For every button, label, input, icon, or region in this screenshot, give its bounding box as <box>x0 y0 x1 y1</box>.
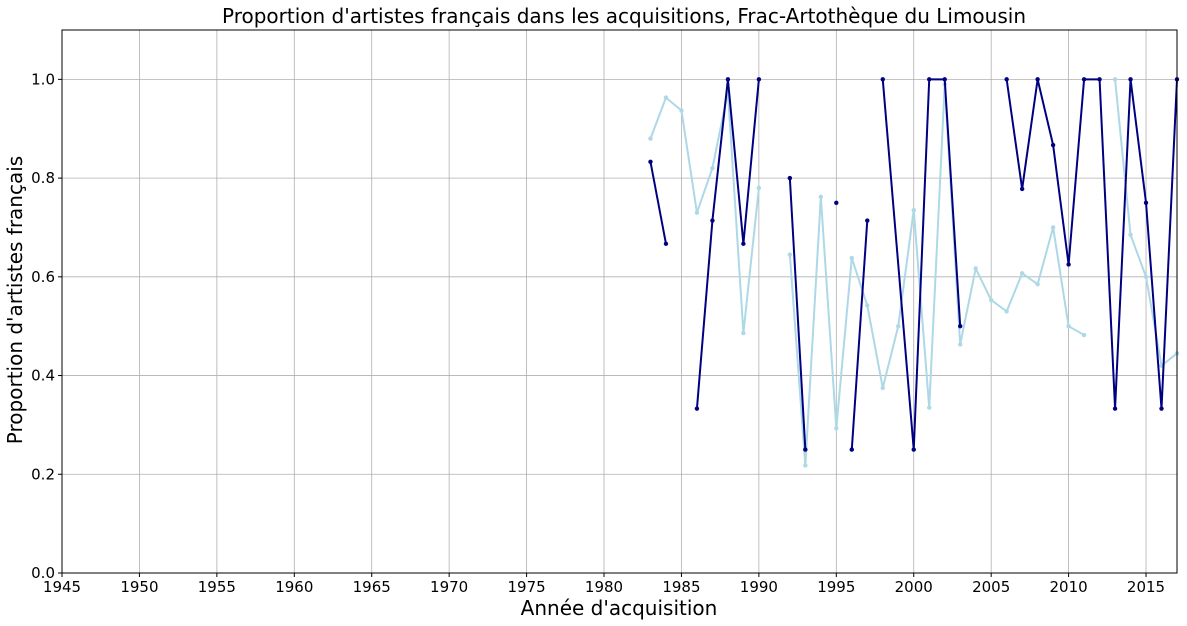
data-point <box>741 330 746 336</box>
y-tick-label: 0.8 <box>31 169 55 187</box>
data-point <box>957 323 963 329</box>
data-point <box>710 218 715 223</box>
data-point <box>865 218 870 223</box>
y-tick-label: 0.0 <box>31 564 55 582</box>
data-point <box>710 166 715 171</box>
data-point <box>1143 200 1149 205</box>
data-point <box>694 406 700 411</box>
x-tick-label: 1980 <box>585 578 623 596</box>
data-point <box>1112 77 1118 82</box>
data-point <box>1128 77 1133 82</box>
data-point <box>1112 406 1118 411</box>
y-tick-label: 1.0 <box>31 70 55 88</box>
data-point <box>1035 77 1040 82</box>
chart-title: Proportion d'artistes français dans les … <box>222 4 1026 28</box>
data-point <box>1081 332 1087 338</box>
series-2 <box>648 77 1180 452</box>
data-point <box>973 266 978 271</box>
data-point <box>1081 77 1087 82</box>
x-tick-label: 1965 <box>353 578 391 596</box>
data-point <box>865 303 870 308</box>
data-point <box>756 77 762 82</box>
data-point <box>741 241 746 246</box>
x-tick-label: 1985 <box>662 578 700 596</box>
data-point <box>849 447 854 452</box>
x-tick-label: 1950 <box>120 578 158 596</box>
x-axis-ticks: 1945 1950 1955 1960 1965 1970 1975 1980 1985 1990… <box>43 573 1165 596</box>
y-tick-label: 0.2 <box>31 465 55 483</box>
data-point <box>880 77 885 82</box>
data-point <box>1004 77 1009 82</box>
data-point <box>1050 142 1056 148</box>
data-point <box>1066 323 1071 329</box>
series-line <box>649 90 760 335</box>
series-line <box>695 78 760 409</box>
y-axis-label: Proportion d'artistes français <box>3 156 27 444</box>
x-tick-label: 1990 <box>740 578 778 596</box>
data-point <box>694 210 700 215</box>
series-line <box>850 220 869 450</box>
data-point <box>648 136 653 141</box>
x-tick-label: 1960 <box>275 578 313 596</box>
data-point <box>988 297 994 303</box>
data-point <box>1035 282 1040 287</box>
data-point <box>834 200 839 205</box>
data-point <box>942 77 947 82</box>
series-line <box>1005 78 1178 410</box>
data-point <box>1019 271 1025 276</box>
data-point <box>911 207 916 213</box>
data-point <box>1066 262 1071 267</box>
x-tick-label: 2010 <box>1050 578 1088 596</box>
data-point <box>663 95 669 100</box>
data-point <box>679 108 684 113</box>
data-point <box>663 241 669 246</box>
data-point <box>803 463 808 468</box>
data-point <box>648 159 653 165</box>
x-tick-label: 1945 <box>43 578 81 596</box>
series-line <box>788 178 807 450</box>
data-point <box>756 185 762 191</box>
x-axis-label: Année d'acquisition <box>521 596 718 620</box>
data-point <box>725 77 731 82</box>
data-point <box>1143 274 1149 280</box>
x-tick-label: 1970 <box>430 578 468 596</box>
y-axis-ticks: 0.0 0.2 0.4 0.6 0.8 1.0 <box>31 70 62 582</box>
x-tick-label: 2000 <box>895 578 933 596</box>
series-line <box>788 83 1085 467</box>
data-point <box>787 175 793 181</box>
x-tick-label: 1975 <box>507 578 545 596</box>
data-point <box>834 426 839 431</box>
data-point <box>927 405 932 410</box>
data-point <box>896 323 901 329</box>
data-point <box>927 77 932 82</box>
data-point <box>957 342 963 347</box>
data-point <box>1128 232 1133 238</box>
data-point <box>787 252 793 257</box>
data-point <box>1097 77 1102 82</box>
series-layer <box>648 77 1180 468</box>
x-tick-label: 2005 <box>972 578 1010 596</box>
x-tick-label: 1955 <box>198 578 236 596</box>
x-tick-label: 1995 <box>817 578 855 596</box>
data-point <box>818 194 824 200</box>
series-line <box>881 78 962 451</box>
data-point <box>1050 225 1056 230</box>
plot-frame <box>61 29 1178 574</box>
data-point <box>849 255 854 261</box>
y-tick-label: 0.6 <box>31 268 55 286</box>
data-point <box>880 385 885 391</box>
data-point <box>803 447 808 452</box>
x-tick-label: 2015 <box>1127 578 1165 596</box>
data-point <box>1004 309 1009 314</box>
data-point <box>1019 186 1025 192</box>
y-tick-label: 0.4 <box>31 367 55 385</box>
data-point <box>911 447 916 452</box>
series-line <box>649 161 667 244</box>
data-point <box>1159 406 1164 411</box>
